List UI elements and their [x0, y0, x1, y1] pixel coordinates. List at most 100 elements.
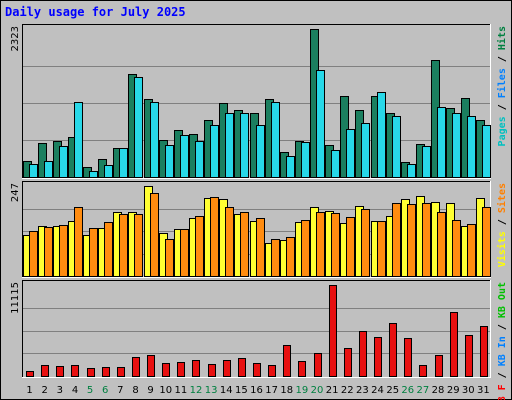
legend-entry: Visits — [496, 231, 508, 267]
legend-entry: / — [497, 213, 508, 231]
bar-sites-day-4 — [74, 207, 83, 277]
bar-sites-day-18 — [286, 237, 295, 277]
bar-kb-f-day-8 — [132, 357, 140, 377]
legend-entry: KB F — [497, 384, 508, 400]
bar-sites-day-28 — [437, 212, 446, 277]
x-tick-label-day-16: 16 — [250, 385, 263, 396]
bar-kb-f-day-27 — [419, 365, 427, 377]
panel-legend: Pages / Files / Hits — [496, 26, 508, 146]
bar-files-day-25 — [392, 116, 401, 178]
x-tick-label-day-24: 24 — [371, 385, 384, 396]
bar-sites-day-6 — [104, 222, 113, 277]
bar-files-day-28 — [437, 107, 446, 178]
bar-sites-day-23 — [361, 209, 370, 277]
x-tick-label-day-29: 29 — [447, 385, 460, 396]
bar-files-day-20 — [316, 70, 325, 178]
bar-sites-day-3 — [59, 225, 68, 277]
legend-entry: / — [497, 50, 508, 68]
bar-sites-day-20 — [316, 212, 325, 277]
bar-sites-day-30 — [467, 224, 476, 277]
panel-legend: Visits / Sites — [496, 183, 508, 267]
bar-kb-f-day-11 — [177, 362, 185, 377]
x-tick-label-day-15: 15 — [235, 385, 248, 396]
x-tick-label-day-26: 26 — [401, 385, 414, 396]
x-tick-label-day-27: 27 — [417, 385, 430, 396]
bar-kb-f-day-22 — [344, 348, 352, 377]
bar-kb-f-day-16 — [253, 363, 261, 377]
bar-sites-day-17 — [271, 239, 280, 277]
bar-sites-day-24 — [377, 221, 386, 277]
bar-files-day-21 — [331, 150, 340, 178]
x-tick-label-day-3: 3 — [57, 385, 63, 396]
bar-files-day-29 — [452, 113, 461, 178]
bar-sites-day-27 — [422, 203, 431, 277]
bar-sites-day-12 — [195, 216, 204, 277]
x-tick-label-day-8: 8 — [132, 385, 138, 396]
x-tick-label-day-13: 13 — [205, 385, 218, 396]
bar-sites-day-16 — [256, 218, 265, 277]
bar-kb-f-day-6 — [102, 367, 110, 377]
x-tick-label-day-14: 14 — [220, 385, 233, 396]
bar-kb-f-day-30 — [465, 335, 473, 377]
x-tick-label-day-11: 11 — [175, 385, 188, 396]
bar-files-day-3 — [59, 146, 68, 178]
x-tick-label-day-10: 10 — [159, 385, 172, 396]
bar-kb-f-day-7 — [117, 367, 125, 377]
x-tick-label-day-22: 22 — [341, 385, 354, 396]
x-tick-label-day-31: 31 — [477, 385, 490, 396]
x-tick-label-day-9: 9 — [147, 385, 153, 396]
bar-kb-f-day-26 — [404, 338, 412, 377]
panel-legend: KB F / KB In / KB Out — [497, 282, 508, 400]
bar-kb-f-day-13 — [208, 364, 216, 377]
bar-kb-f-day-15 — [238, 358, 246, 377]
bar-sites-day-31 — [482, 207, 491, 277]
x-tick-label-day-25: 25 — [386, 385, 399, 396]
bar-kb-f-day-10 — [162, 363, 170, 377]
bar-files-day-31 — [482, 125, 491, 178]
bar-sites-day-1 — [29, 231, 38, 277]
bar-files-day-6 — [104, 165, 113, 178]
x-tick-label-day-23: 23 — [356, 385, 369, 396]
bar-files-day-19 — [301, 142, 310, 178]
x-tick-label-day-4: 4 — [72, 385, 78, 396]
bar-kb-f-day-2 — [41, 365, 49, 377]
bar-kb-f-day-31 — [480, 326, 488, 377]
bar-sites-day-2 — [44, 227, 53, 277]
bar-files-day-16 — [256, 125, 265, 178]
x-tick-label-day-7: 7 — [117, 385, 123, 396]
x-tick-label-day-18: 18 — [280, 385, 293, 396]
bar-kb-f-day-20 — [314, 353, 322, 377]
bar-sites-day-5 — [89, 228, 98, 277]
bar-kb-f-day-17 — [268, 365, 276, 377]
panel-3 — [22, 280, 491, 378]
bar-files-day-18 — [286, 156, 295, 178]
legend-entry: Hits — [496, 26, 508, 50]
bar-kb-f-day-25 — [389, 323, 397, 377]
legend-entry: / — [497, 318, 508, 336]
bar-kb-f-day-5 — [87, 368, 95, 377]
legend-entry: Files — [496, 68, 508, 98]
x-tick-label-day-6: 6 — [102, 385, 108, 396]
bar-files-day-9 — [150, 102, 159, 178]
legend-entry: / — [497, 98, 508, 116]
bar-kb-f-day-29 — [450, 312, 458, 377]
bar-kb-f-day-3 — [56, 366, 64, 377]
bar-kb-f-day-9 — [147, 355, 155, 377]
bar-files-day-4 — [74, 102, 83, 178]
bar-files-day-27 — [422, 146, 431, 178]
bar-sites-day-11 — [180, 229, 189, 277]
bar-kb-f-day-28 — [435, 355, 443, 377]
bar-sites-day-14 — [225, 207, 234, 277]
x-tick-label-day-5: 5 — [87, 385, 93, 396]
bar-files-day-22 — [346, 129, 355, 178]
bar-sites-day-21 — [331, 213, 340, 277]
x-tick-label-day-28: 28 — [432, 385, 445, 396]
bar-kb-f-day-19 — [298, 361, 306, 377]
bar-sites-day-10 — [165, 239, 174, 277]
bar-files-day-17 — [271, 102, 280, 178]
legend-entry: KB In — [497, 336, 508, 366]
bar-files-day-10 — [165, 145, 174, 178]
legend-entry: / — [497, 366, 508, 384]
bar-kb-f-day-1 — [26, 371, 34, 377]
